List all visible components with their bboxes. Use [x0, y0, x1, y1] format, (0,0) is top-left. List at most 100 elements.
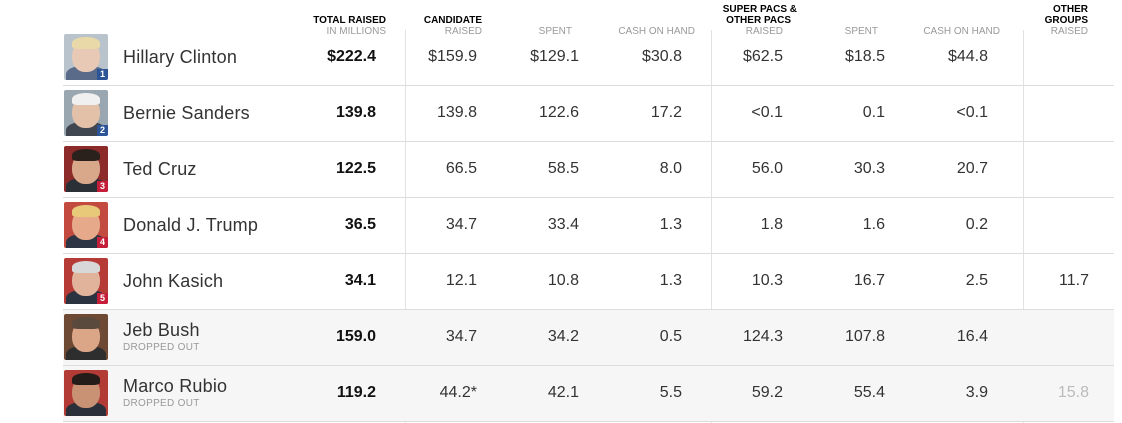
pac-cash-cell: 16.4: [956, 328, 988, 345]
pac-spent-cell: 1.6: [862, 216, 885, 233]
header-candidate-title: CANDIDATE: [423, 15, 482, 26]
header-superpacs-sub: RAISED: [745, 26, 783, 37]
header-superpacs-cash: CASH ON HAND: [905, 26, 1000, 37]
photo-hair: [72, 317, 100, 329]
candidate-spent-cell: 58.5: [547, 160, 579, 177]
rank-badge: 1: [97, 69, 108, 80]
candidate-status: DROPPED OUT: [123, 342, 200, 353]
total-raised-cell: 119.2: [336, 384, 376, 401]
header-candidate-spent-sub: SPENT: [538, 26, 572, 37]
photo-shoulders: [66, 66, 106, 80]
header-superpacs-raised: SUPER PACS & OTHER PACS RAISED: [705, 4, 797, 37]
pac-cash-cell: <0.1: [956, 104, 988, 121]
pac-spent-cell: 0.1: [862, 104, 885, 121]
rank-badge: 3: [97, 181, 108, 192]
candidate-cash-cell: 1.3: [659, 272, 682, 289]
total-raised-cell: 36.5: [344, 216, 376, 233]
photo-hair: [72, 37, 100, 49]
other-groups-cell: 15.8: [1057, 384, 1089, 401]
photo-shoulders: [66, 290, 106, 304]
header-candidate-cash: CASH ON HAND: [600, 26, 695, 37]
candidate-raised-cell: 66.5: [445, 160, 477, 177]
candidate-photo: 5: [64, 258, 108, 304]
total-raised-cell: $222.4: [327, 48, 376, 65]
candidate-cash-cell: 17.2: [650, 104, 682, 121]
photo-shoulders: [66, 234, 106, 248]
header-other-groups-sub: RAISED: [1050, 26, 1088, 37]
header-other-groups-title-line2: GROUPS: [1044, 15, 1088, 26]
candidate-spent-cell: 10.8: [547, 272, 579, 289]
candidate-cash-cell: 0.5: [659, 328, 682, 345]
candidate-raised-cell: $159.9: [428, 48, 477, 65]
table-row: 4 Donald J. Trump 36.5 34.7 33.4 1.3 1.8 1.6 0.2: [63, 198, 1114, 254]
table-row: 1 Hillary Clinton $222.4 $159.9 $129.1 $30.8 $…: [63, 30, 1114, 86]
pac-raised-cell: 59.2: [751, 384, 783, 401]
candidate-name: Bernie Sanders: [123, 103, 250, 123]
candidate-spent-cell: 42.1: [547, 384, 579, 401]
photo-shoulders: [66, 346, 106, 360]
candidate-name: Jeb Bush: [123, 320, 200, 340]
candidate-status: DROPPED OUT: [123, 398, 200, 409]
rank-badge: 4: [97, 237, 108, 248]
candidate-raised-cell: 44.2*: [439, 384, 477, 401]
pac-cash-cell: $44.8: [947, 48, 988, 65]
candidate-spent-cell: $129.1: [530, 48, 579, 65]
header-candidate-cash-sub: CASH ON HAND: [618, 26, 695, 37]
candidate-raised-cell: 12.1: [445, 272, 477, 289]
candidate-name: Hillary Clinton: [123, 47, 238, 67]
table-row: 3 Ted Cruz 122.5 66.5 58.5 8.0 56.0 30.3 20.7: [63, 142, 1114, 198]
pac-spent-cell: 55.4: [853, 384, 885, 401]
pac-cash-cell: 2.5: [965, 272, 988, 289]
total-raised-cell: 139.8: [335, 104, 376, 121]
pac-spent-cell: $18.5: [844, 48, 885, 65]
rank-badge: 2: [97, 125, 108, 136]
pac-raised-cell: 1.8: [760, 216, 783, 233]
header-total-raised-sub: IN MILLIONS: [326, 26, 386, 37]
total-raised-cell: 159.0: [335, 328, 376, 345]
header-other-groups-title-line1: OTHER: [1053, 4, 1088, 15]
candidate-photo: 3: [64, 146, 108, 192]
candidate-cash-cell: $30.8: [641, 48, 682, 65]
candidate-photo: [64, 370, 108, 416]
pac-raised-cell: <0.1: [751, 104, 783, 121]
header-superpacs-title-line1: SUPER PACS &: [722, 4, 797, 15]
pac-spent-cell: 107.8: [844, 328, 885, 345]
header-candidate-sub: RAISED: [444, 26, 482, 37]
candidate-photo: 2: [64, 90, 108, 136]
candidate-photo: 4: [64, 202, 108, 248]
candidate-name: Marco Rubio: [123, 376, 228, 396]
photo-hair: [72, 149, 100, 161]
candidate-cash-cell: 5.5: [659, 384, 682, 401]
table-header: TOTAL RAISED IN MILLIONS CANDIDATE RAISE…: [0, 0, 1122, 40]
candidate-raised-cell: 34.7: [445, 216, 477, 233]
table-row: 2 Bernie Sanders 139.8 139.8 122.6 17.2 <0.1 0.…: [63, 86, 1114, 142]
header-superpacs-title-line2: OTHER PACS: [726, 15, 791, 26]
candidate-cash-cell: 8.0: [659, 160, 682, 177]
candidate-cash-cell: 1.3: [659, 216, 682, 233]
table-row: 5 John Kasich 34.1 12.1 10.8 1.3 10.3 16.7 2.5 11…: [63, 254, 1114, 310]
candidate-spent-cell: 33.4: [547, 216, 579, 233]
pac-raised-cell: 10.3: [751, 272, 783, 289]
header-candidate-spent: SPENT: [500, 26, 572, 37]
photo-shoulders: [66, 402, 106, 416]
pac-raised-cell: 124.3: [742, 328, 783, 345]
candidate-photo: 1: [64, 34, 108, 80]
photo-shoulders: [66, 122, 106, 136]
candidate-photo: [64, 314, 108, 360]
candidate-name: Ted Cruz: [123, 159, 197, 179]
candidate-raised-cell: 139.8: [436, 104, 477, 121]
pac-spent-cell: 30.3: [853, 160, 885, 177]
total-raised-cell: 34.1: [344, 272, 376, 289]
pac-raised-cell: $62.5: [742, 48, 783, 65]
header-superpacs-spent-sub: SPENT: [844, 26, 878, 37]
header-other-groups: OTHER GROUPS RAISED: [1030, 4, 1088, 37]
photo-hair: [72, 261, 100, 273]
candidate-spent-cell: 34.2: [547, 328, 579, 345]
header-superpacs-cash-sub: CASH ON HAND: [923, 26, 1000, 37]
photo-hair: [72, 205, 100, 217]
candidate-name: John Kasich: [123, 271, 224, 291]
pac-spent-cell: 16.7: [853, 272, 885, 289]
column-divider: [711, 30, 712, 423]
table-row: Marco Rubio DROPPED OUT 119.2 44.2* 42.1 5.5 5…: [63, 366, 1114, 422]
header-total-raised: TOTAL RAISED IN MILLIONS: [300, 15, 386, 37]
